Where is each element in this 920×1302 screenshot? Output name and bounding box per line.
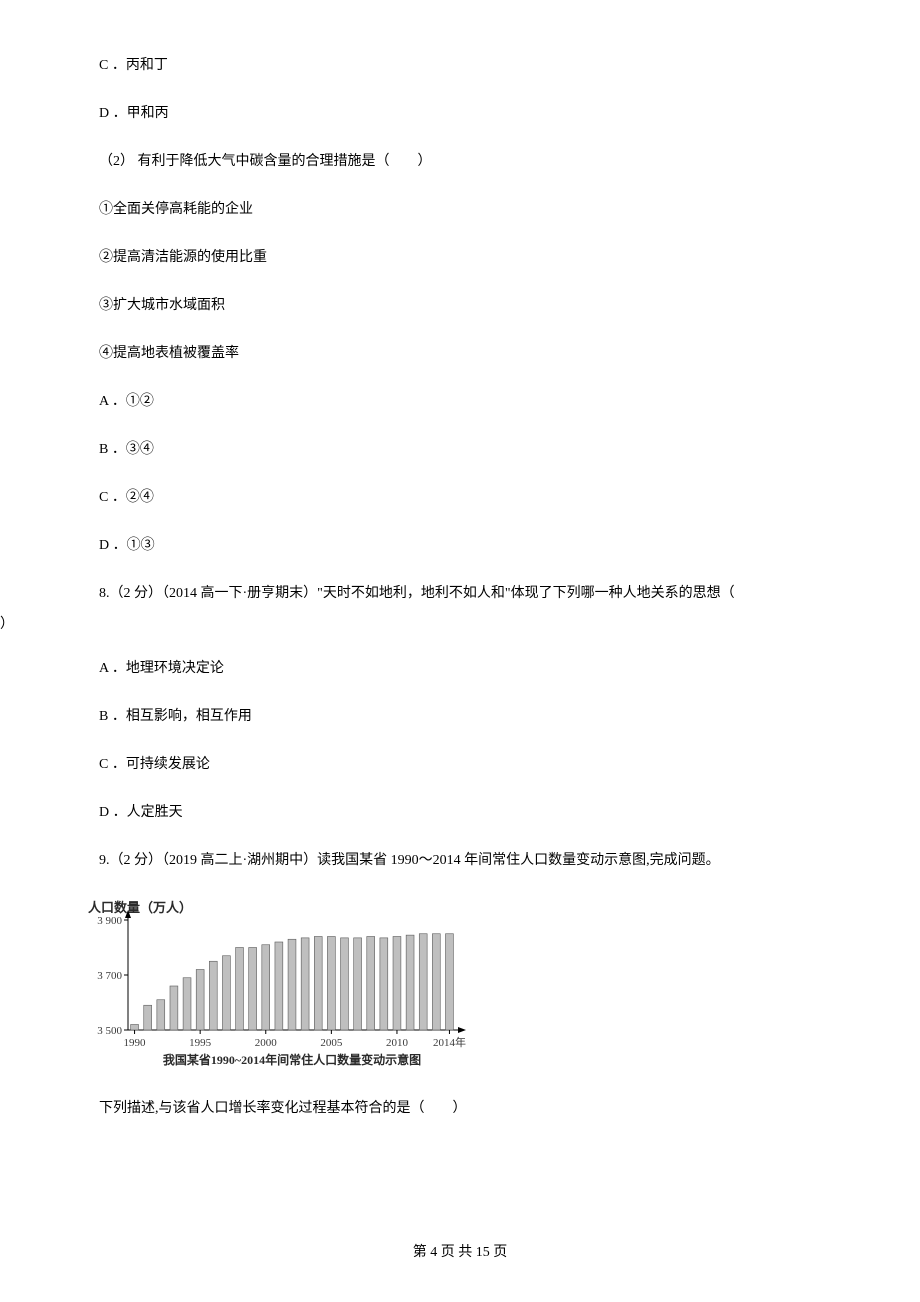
option-d: D ．甲和丙 bbox=[99, 103, 848, 124]
svg-text:2010: 2010 bbox=[386, 1037, 409, 1049]
page-footer: 第 4 页 共 15 页 bbox=[0, 1241, 920, 1261]
svg-text:3 700: 3 700 bbox=[97, 970, 122, 982]
option-c: C ．丙和丁 bbox=[99, 55, 848, 76]
sub-q2-statement-2: ②提高清洁能源的使用比重 bbox=[99, 247, 848, 268]
q8-close-paren: ） bbox=[0, 613, 14, 633]
sub-q2-statement-1: ①全面关停高耗能的企业 bbox=[99, 199, 848, 220]
svg-text:2014年: 2014年 bbox=[433, 1035, 466, 1049]
q8-stem: 8.（2 分）（2014 高一下·册亨期末）"天时不如地利，地利不如人和"体现了… bbox=[99, 583, 848, 604]
svg-text:1995: 1995 bbox=[189, 1037, 212, 1049]
population-chart: 人口数量（万人）3 900 3 700 3 5001990 1995 2000 2005 2… bbox=[76, 898, 848, 1068]
q8-option-d: D ．人定胜天 bbox=[99, 802, 848, 823]
svg-text:2005: 2005 bbox=[320, 1037, 343, 1049]
q8-option-a: A ．地理环境决定论 bbox=[99, 658, 848, 679]
sub-q2-option-c: C ．②④ bbox=[99, 487, 848, 508]
svg-text:3 500: 3 500 bbox=[97, 1025, 122, 1037]
svg-text:3 900: 3 900 bbox=[97, 915, 122, 927]
sub-q2-option-d: D ．①③ bbox=[99, 535, 848, 556]
svg-text:我国某省1990~2014年间常住人口数量变动示意图: 我国某省1990~2014年间常住人口数量变动示意图 bbox=[163, 1052, 421, 1067]
q8-option-c: C ．可持续发展论 bbox=[99, 754, 848, 775]
sub-q2-statement-3: ③扩大城市水域面积 bbox=[99, 295, 848, 316]
q9-stem: 9.（2 分）（2019 高二上·湖州期中）读我国某省 1990～2014 年间… bbox=[99, 850, 848, 871]
sub-q2-statement-4: ④提高地表植被覆盖率 bbox=[99, 343, 848, 364]
sub-q2-stem: （2） 有利于降低大气中碳含量的合理措施是（ ） bbox=[99, 151, 848, 172]
sub-q2-option-b: B ．③④ bbox=[99, 439, 848, 460]
svg-text:人口数量（万人）: 人口数量（万人） bbox=[88, 900, 192, 915]
svg-text:1990: 1990 bbox=[124, 1037, 146, 1049]
sub-q2-option-a: A ．①② bbox=[99, 391, 848, 412]
q9-follow: 下列描述,与该省人口增长率变化过程基本符合的是（ ） bbox=[99, 1098, 848, 1119]
q8-option-b: B ．相互影响，相互作用 bbox=[99, 706, 848, 727]
svg-text:2000: 2000 bbox=[255, 1037, 278, 1049]
